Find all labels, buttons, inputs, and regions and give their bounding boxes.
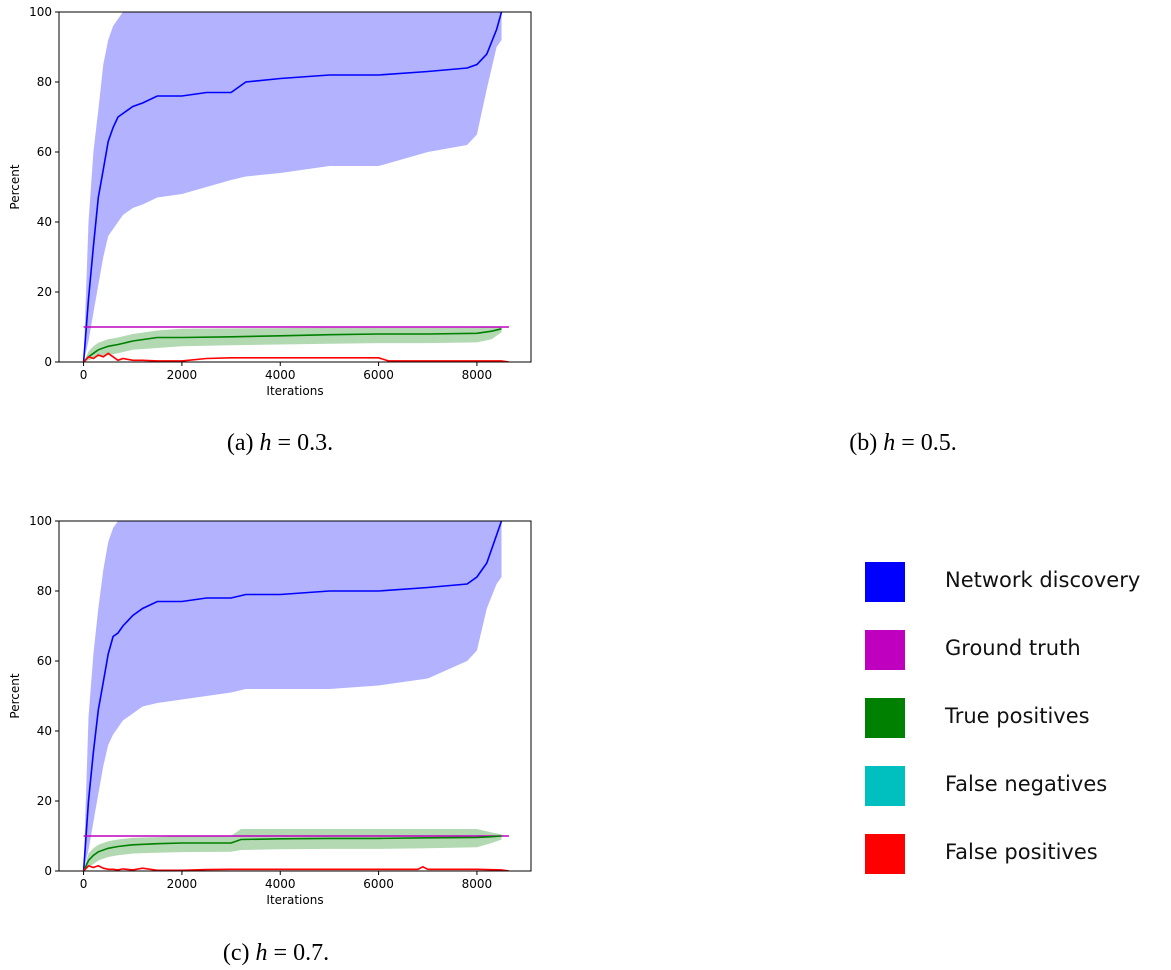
true-positives-band (83, 327, 502, 362)
plot-area (82, 12, 510, 362)
legend-swatch-false-positives (865, 834, 905, 874)
legend-item-ground-truth: Ground truth (863, 630, 1171, 672)
false-positives-line (83, 352, 510, 362)
legend-item-false-positives: False positives (863, 834, 1171, 876)
y-axis-label: Percent (8, 673, 22, 718)
legend-label-false-negatives: False negatives (945, 772, 1108, 796)
legend-label-ground-truth: Ground truth (945, 636, 1081, 660)
y-tick-label: 20 (37, 285, 52, 299)
caption-a: (a) h = 0.3. (226, 430, 334, 456)
x-tick-label: 6000 (363, 368, 394, 382)
legend-label-true-positives: True positives (945, 704, 1090, 728)
y-tick-label: 80 (37, 584, 52, 598)
chart-c: 0 2000 4000 6000 8000 0 20 40 60 80 100 Iterations P… (8, 514, 532, 907)
y-axis-label: Percent (8, 164, 22, 209)
legend-swatch-true-positives (865, 698, 905, 738)
legend-label-false-positives: False positives (945, 840, 1098, 864)
true-positives-band (83, 829, 502, 871)
legend-item-true-positives: True positives (863, 698, 1171, 740)
true-positives-line (83, 328, 502, 362)
network-discovery-band (83, 521, 502, 871)
legend-swatch-ground-truth (865, 630, 905, 670)
x-tick-label: 6000 (363, 877, 394, 891)
y-tick-label: 80 (37, 75, 52, 89)
chart-a: 0 2000 4000 6000 8000 0 20 40 60 80 100 Iterations P… (8, 5, 532, 398)
y-tick-label: 40 (37, 215, 52, 229)
y-tick-label: 100 (29, 5, 52, 19)
network-discovery-line (82, 12, 503, 362)
y-tick-label: 0 (44, 355, 52, 369)
y-tick-label: 0 (44, 864, 52, 878)
network-discovery-band (83, 12, 502, 362)
y-tick-label: 40 (37, 724, 52, 738)
plot-area (82, 521, 510, 871)
x-tick-label: 2000 (167, 368, 198, 382)
x-tick-label: 0 (80, 877, 88, 891)
y-tick-label: 100 (29, 514, 52, 528)
chart-b: 02000400060008000020406080100IterationsP… (615, 0, 1171, 410)
y-tick-label: 20 (37, 794, 52, 808)
x-tick-label: 0 (80, 368, 88, 382)
x-tick-label: 8000 (462, 368, 493, 382)
true-positives-line (82, 835, 502, 871)
legend-label-network-discovery: Network discovery (945, 568, 1141, 592)
legend-item-false-negatives: False negatives (863, 766, 1171, 808)
x-tick-label: 8000 (462, 877, 493, 891)
x-axis-label: Iterations (266, 893, 323, 907)
y-tick-label: 60 (37, 145, 52, 159)
axes-frame (58, 520, 532, 872)
x-tick-label: 2000 (167, 877, 198, 891)
false-positives-line (83, 864, 510, 871)
legend-swatch-false-negatives (865, 766, 905, 806)
x-tick-label: 4000 (265, 368, 296, 382)
caption-b: (b) h = 0.5. (849, 430, 957, 456)
legend-item-network-discovery: Network discovery (863, 562, 1171, 604)
axes-frame (58, 11, 532, 363)
x-axis-label: Iterations (266, 384, 323, 398)
caption-c: (c) h = 0.7. (222, 940, 330, 966)
network-discovery-line (82, 521, 503, 871)
x-tick-label: 4000 (265, 877, 296, 891)
legend-swatch-network-discovery (865, 562, 905, 602)
y-tick-label: 60 (37, 654, 52, 668)
